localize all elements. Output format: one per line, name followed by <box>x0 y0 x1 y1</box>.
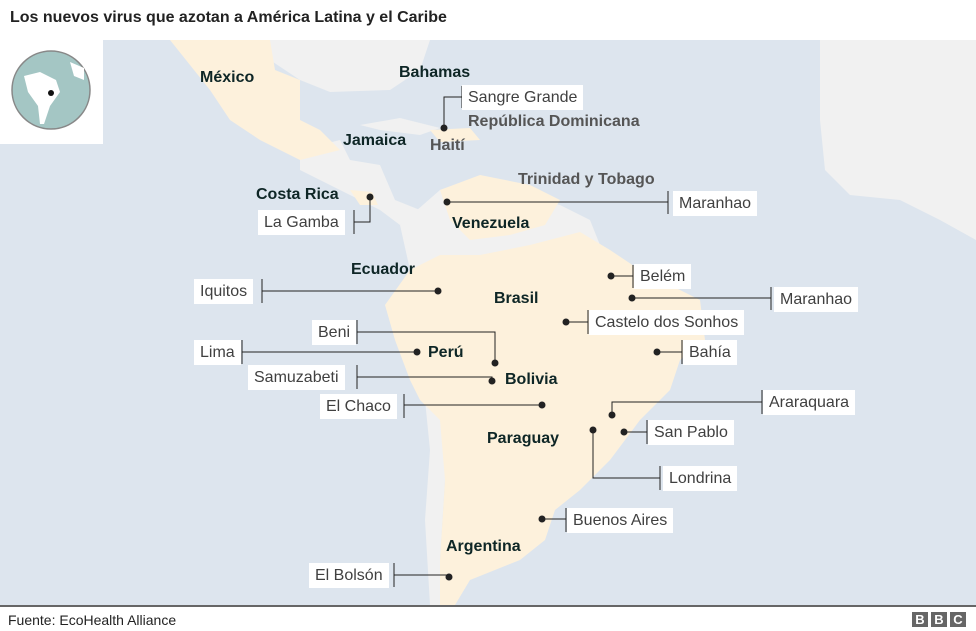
place-label-lima: Lima <box>194 340 241 365</box>
cuba-land <box>360 118 440 135</box>
place-label-araraquara: Araraquara <box>763 390 856 415</box>
place-label-iquitos: Iquitos <box>194 279 254 304</box>
place-label-bahia: Bahía <box>683 340 737 365</box>
place-label-sangre-grande: Sangre Grande <box>462 85 584 110</box>
place-label-samuzabeti: Samuzabeti <box>248 365 345 390</box>
central-america-land <box>300 140 420 225</box>
place-label-maranhao-2: Maranhao <box>774 287 859 312</box>
country-label-mexico: México <box>200 69 255 86</box>
country-label-argentina: Argentina <box>446 538 521 555</box>
mexico-land <box>170 40 340 160</box>
place-label-beni: Beni <box>312 320 357 345</box>
country-label-costa-rica: Costa Rica <box>256 186 339 203</box>
north-america-land <box>100 40 430 92</box>
country-label-bolivia: Bolivia <box>505 371 558 388</box>
country-label-dominican-republic: República Dominicana <box>468 113 640 130</box>
country-label-brasil: Brasil <box>494 290 539 307</box>
country-label-ecuador: Ecuador <box>351 261 416 278</box>
venezuela-land <box>440 175 560 240</box>
map: México Bahamas República Dominicana Hait… <box>0 40 976 605</box>
place-label-maranhao: Maranhao <box>673 191 758 216</box>
country-label-jamaica: Jamaica <box>343 132 407 149</box>
country-label-haiti: Haití <box>430 137 465 154</box>
country-label-peru: Perú <box>428 344 464 361</box>
locator-globe <box>0 40 103 144</box>
place-label-la-gamba: La Gamba <box>258 210 345 235</box>
place-label-el-chaco: El Chaco <box>320 394 397 419</box>
hispaniola-land <box>430 128 480 142</box>
country-label-trinidad: Trinidad y Tobago <box>518 171 655 188</box>
place-label-buenos-aires: Buenos Aires <box>567 508 674 533</box>
country-label-bahamas: Bahamas <box>399 64 471 81</box>
place-label-san-pablo: San Pablo <box>648 420 734 445</box>
source-note: Fuente: EcoHealth Alliance <box>8 612 177 628</box>
place-label-el-bolson: El Bolsón <box>309 563 389 588</box>
country-label-venezuela: Venezuela <box>452 215 530 232</box>
place-label-londrina: Londrina <box>663 466 738 491</box>
location-dots <box>366 124 661 581</box>
place-label-castelo-dos-sonhos: Castelo dos Sonhos <box>589 310 745 335</box>
map-title: Los nuevos virus que azotan a América La… <box>10 9 447 26</box>
place-label-belem: Belém <box>634 264 692 289</box>
africa-land <box>820 40 976 240</box>
country-label-paraguay: Paraguay <box>487 430 560 447</box>
